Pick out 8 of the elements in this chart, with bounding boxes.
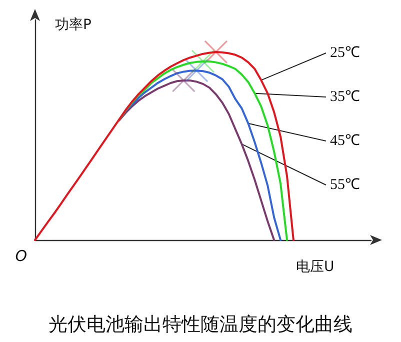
x-axis-title: 电压U	[296, 259, 334, 275]
text: 45℃	[330, 133, 360, 149]
text: 55℃	[330, 177, 360, 193]
text: 25℃	[330, 45, 360, 61]
y-axis-title: 功率P	[55, 17, 92, 33]
text: 光伏电池输出特性随温度的变化曲线	[48, 314, 352, 336]
text: O	[15, 247, 28, 265]
text: 35℃	[330, 89, 360, 105]
